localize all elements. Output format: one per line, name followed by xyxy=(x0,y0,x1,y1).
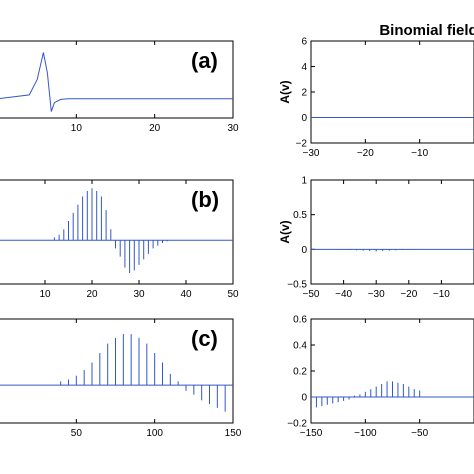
plot-frame xyxy=(0,318,234,424)
y-tick-label: 0.4 xyxy=(293,341,307,352)
y-tick-label: −2 xyxy=(296,139,308,150)
x-tick-label: −100 xyxy=(354,428,377,439)
series-line xyxy=(0,52,233,112)
plot-frame xyxy=(310,318,474,424)
x-tick-label: 20 xyxy=(149,123,161,134)
x-tick-label: −20 xyxy=(357,148,374,159)
plot-frame xyxy=(310,40,474,144)
y-tick-label: 0.6 xyxy=(293,315,307,326)
y-tick-label: 0 xyxy=(301,245,307,256)
y-tick-label: 1 xyxy=(301,176,307,187)
y-tick-label: 2 xyxy=(301,88,307,99)
panel-label: (c) xyxy=(191,326,218,351)
x-tick-label: −10 xyxy=(433,289,450,300)
x-tick-label: 30 xyxy=(133,289,145,300)
x-tick-label: 30 xyxy=(227,123,239,134)
x-tick-label: 20 xyxy=(86,289,98,300)
x-tick-label: −40 xyxy=(335,289,352,300)
panel-label: (a) xyxy=(191,48,218,73)
x-tick-label: −10 xyxy=(411,148,428,159)
y-tick-label: −0.2 xyxy=(287,419,307,430)
x-tick-label: −30 xyxy=(368,289,385,300)
x-tick-label: −50 xyxy=(411,428,428,439)
y-tick-label: 0 xyxy=(301,113,307,124)
x-tick-label: 150 xyxy=(225,428,242,439)
plot-frame xyxy=(0,40,234,119)
y-axis-label: A(v) xyxy=(278,80,292,103)
panel-label: (b) xyxy=(191,187,219,212)
y-tick-label: 0.5 xyxy=(293,210,307,221)
x-tick-label: 50 xyxy=(71,428,83,439)
y-tick-label: 4 xyxy=(301,62,307,73)
y-tick-label: 0 xyxy=(301,393,307,404)
x-tick-label: 50 xyxy=(227,289,239,300)
x-tick-label: 100 xyxy=(146,428,163,439)
x-tick-label: 10 xyxy=(71,123,83,134)
plot-frame xyxy=(0,179,234,285)
x-tick-label: −150 xyxy=(300,428,323,439)
y-tick-label: 0.2 xyxy=(293,367,307,378)
plot-frame xyxy=(310,179,474,285)
x-tick-label: −50 xyxy=(303,289,320,300)
y-tick-label: 6 xyxy=(301,37,307,48)
x-tick-label: 10 xyxy=(39,289,51,300)
x-tick-label: −20 xyxy=(400,289,417,300)
x-tick-label: −30 xyxy=(303,148,320,159)
y-axis-label: A(v) xyxy=(278,220,292,243)
x-tick-label: 40 xyxy=(180,289,192,300)
y-tick-label: −0.5 xyxy=(287,280,307,291)
chart-title: Binomial field xyxy=(379,22,474,39)
